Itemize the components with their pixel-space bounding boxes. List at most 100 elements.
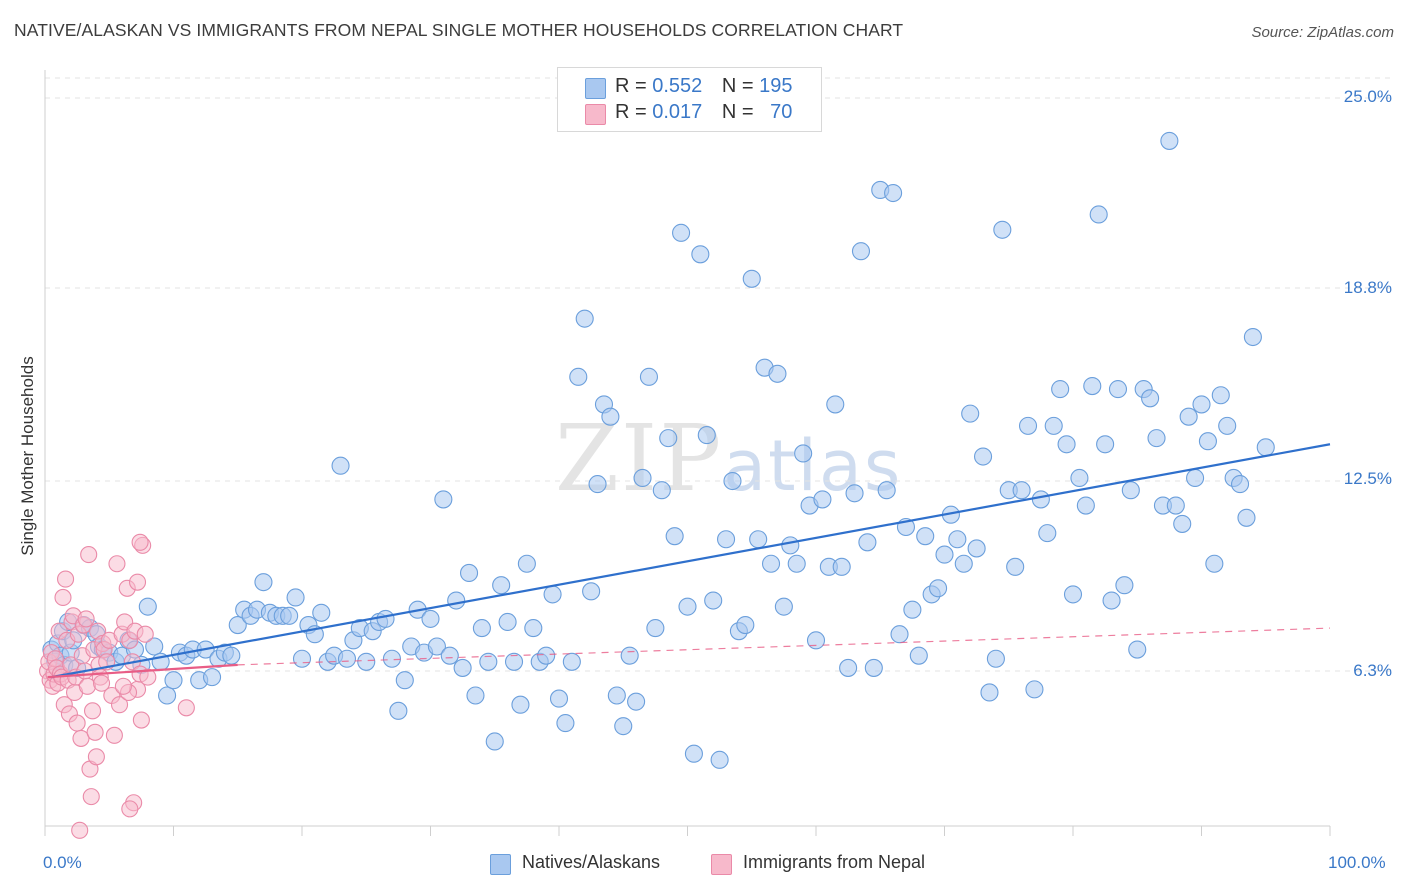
native-point xyxy=(1018,416,1038,435)
native-point xyxy=(1179,407,1198,426)
nepal-point xyxy=(57,570,75,588)
native-point xyxy=(389,701,408,720)
native-point xyxy=(787,554,806,573)
native-point xyxy=(620,646,639,665)
nepal-point xyxy=(86,723,104,741)
chart-source: Source: ZipAtlas.com xyxy=(1251,24,1394,41)
native-point xyxy=(164,671,183,690)
native-point xyxy=(517,554,536,573)
r-value: 0.552 xyxy=(652,75,703,97)
native-point xyxy=(1012,481,1031,500)
native-point xyxy=(736,615,755,635)
native-point xyxy=(254,573,273,592)
native-point xyxy=(1076,496,1095,515)
nepal-point xyxy=(82,788,100,806)
native-point xyxy=(1237,508,1256,527)
nepal-point xyxy=(139,668,157,686)
native-point xyxy=(145,637,164,656)
native-point xyxy=(479,652,498,671)
native-point xyxy=(543,585,562,604)
blue-swatch xyxy=(490,854,511,875)
n-value: 195 xyxy=(759,75,793,97)
native-point xyxy=(954,554,973,573)
native-point xyxy=(1147,429,1166,448)
nepal-point xyxy=(71,821,89,839)
y-axis-label: Single Mother Households xyxy=(18,356,37,556)
native-point xyxy=(961,404,980,423)
native-point xyxy=(1025,680,1044,699)
native-point xyxy=(1160,131,1179,150)
nepal-point xyxy=(87,748,105,766)
native-point xyxy=(986,649,1005,668)
native-point xyxy=(652,481,671,500)
native-point xyxy=(749,530,768,549)
n-value: 70 xyxy=(770,101,793,123)
native-point xyxy=(813,490,832,509)
native-point xyxy=(742,269,761,288)
native-point xyxy=(1198,432,1217,451)
native-point xyxy=(710,750,729,769)
native-point xyxy=(1218,416,1237,435)
native-point xyxy=(716,530,736,549)
nepal-trend-line-dashed xyxy=(237,627,1331,666)
native-point xyxy=(549,689,569,708)
native-point xyxy=(286,588,305,607)
nepal-point xyxy=(108,555,126,573)
native-point xyxy=(607,686,626,705)
native-point xyxy=(1173,514,1192,533)
native-point xyxy=(1089,205,1108,224)
native-point xyxy=(839,658,858,677)
native-point xyxy=(459,563,479,583)
nepal-point xyxy=(136,625,154,643)
watermark-zip: ZIP xyxy=(555,405,724,512)
native-point xyxy=(1051,380,1070,399)
nepal-point xyxy=(77,610,95,628)
native-point xyxy=(203,668,222,687)
r-label: R = xyxy=(615,75,647,97)
native-point xyxy=(864,658,883,677)
native-point xyxy=(1231,475,1250,494)
native-point xyxy=(916,527,935,546)
n-label: N = xyxy=(721,101,754,123)
native-point xyxy=(1070,468,1089,488)
native-trend-line xyxy=(51,443,1331,679)
native-point xyxy=(453,658,472,677)
native-point xyxy=(1063,585,1083,604)
native-point xyxy=(691,245,710,264)
native-point xyxy=(890,625,909,644)
native-point xyxy=(1096,435,1115,454)
native-point xyxy=(1128,640,1147,659)
native-point xyxy=(228,615,247,635)
y-tick-label: 12.5% xyxy=(1343,469,1392,488)
native-point xyxy=(427,637,446,656)
n-label: N = xyxy=(721,75,754,97)
nepal-point xyxy=(72,729,90,747)
native-point xyxy=(806,631,826,650)
native-point xyxy=(781,536,800,555)
stats-legend: R = 0.552 N = 195 R = 0.017 N = 70 xyxy=(557,67,822,132)
native-point xyxy=(909,646,928,665)
nepal-trend-line xyxy=(47,663,238,679)
native-point xyxy=(601,407,620,426)
y-tick-label: 18.8% xyxy=(1343,278,1392,297)
native-point xyxy=(447,591,466,610)
nepal-point xyxy=(132,711,150,729)
native-point xyxy=(588,475,607,494)
native-point xyxy=(1121,481,1140,500)
native-point xyxy=(1205,554,1224,573)
y-tick-label: 6.3% xyxy=(1353,661,1392,680)
native-point xyxy=(472,619,491,638)
nepal-point xyxy=(128,573,147,591)
blue-swatch xyxy=(585,78,606,99)
native-point xyxy=(466,686,485,705)
native-point xyxy=(498,612,517,632)
native-point xyxy=(851,242,871,261)
nepal-point xyxy=(105,726,123,744)
legend-label: Natives/Alaskans xyxy=(522,852,661,872)
native-point xyxy=(421,609,440,628)
nepal-point xyxy=(131,533,149,551)
native-point xyxy=(646,619,665,638)
native-point xyxy=(903,600,922,619)
native-point xyxy=(1211,386,1230,405)
